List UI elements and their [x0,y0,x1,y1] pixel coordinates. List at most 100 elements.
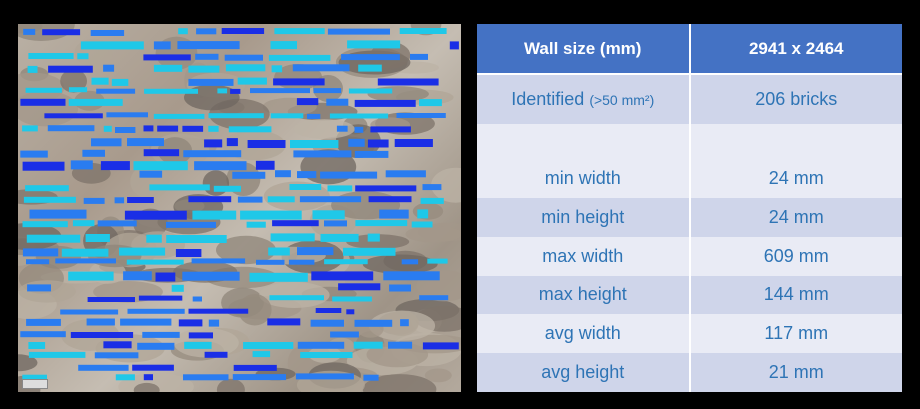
brick-box [86,318,115,326]
table-row: max width 609 mm [477,236,902,276]
brick-box [213,185,241,192]
brick-box [72,220,95,227]
brick-box [394,139,433,147]
brick-box [28,351,86,358]
brick-box [396,113,446,118]
row-value: 24 mm [689,159,902,198]
brick-box [354,99,416,107]
stone [174,199,205,213]
brick-box [23,28,36,35]
header-value: 2941 x 2464 [689,24,902,76]
brick-box [115,374,135,381]
brick-box [329,113,389,119]
brick-box [103,341,132,349]
brick-box [204,139,223,148]
brick-box [296,98,319,106]
brick-box [132,364,174,371]
brick-box [204,351,228,358]
brick-box [401,259,419,265]
brick-box [240,210,302,220]
stone [60,69,87,93]
brick-box [70,332,134,338]
stone [259,282,330,308]
brick-box [100,161,130,171]
brick-box [268,54,331,61]
brick-box [78,364,129,371]
brick-box [330,331,359,338]
brick-box [247,140,286,148]
brick-box [114,197,125,204]
brick-box [293,150,352,158]
brick-box [290,140,339,148]
brick-box [346,309,355,315]
brick-box [348,138,365,147]
brick-box [274,28,325,35]
brick-box [91,77,109,85]
stone [216,235,276,265]
brick-box [295,373,354,380]
brick-box [367,139,389,148]
row-label: min height [477,198,691,237]
brick-box [289,184,322,190]
brick-box [449,41,459,50]
brick-box [68,271,114,281]
brick-box [221,28,265,34]
brick-box [270,41,297,50]
row-label: min width [477,159,691,198]
brick-box [127,308,185,314]
brick-box [299,196,362,203]
brick-box [292,64,350,72]
brick-box [44,113,103,119]
brick-box [267,196,295,203]
brick-box [232,374,286,381]
brick-box [228,126,272,133]
brick-box [68,87,88,93]
brick-box [123,271,152,281]
brick-box [27,284,51,292]
brick-box [320,233,359,242]
brick-box [153,41,171,50]
brick-box [178,28,188,35]
brick-box [22,248,59,257]
brick-box [226,138,238,147]
brick-box [377,78,439,86]
table-row: avg height 21 mm [477,353,902,392]
brick-box [149,184,210,191]
brick-box [70,160,93,170]
brick-box [385,170,426,178]
wall-photo [18,24,461,392]
brick-box [389,284,411,292]
brick-box [383,271,440,281]
brick-box [188,65,220,73]
stone [293,119,355,139]
brick-box [91,138,122,147]
brick-box [119,247,166,256]
brick-box [338,283,381,291]
brick-box [144,88,198,94]
brick-box [270,233,315,242]
brick-box [20,98,66,106]
brick-box [297,247,334,256]
stone [362,254,438,274]
brick-box [106,112,148,118]
table-row: max height 144 mm [477,275,902,315]
brick-box [143,54,191,61]
brick-box [55,258,116,264]
brick-box [68,98,123,106]
brick-box [336,125,348,132]
stone [346,234,410,250]
brick-box [327,185,353,192]
brick-box [153,64,183,72]
brick-detection-overlay [18,24,461,392]
brick-box [417,209,429,219]
stone [424,368,452,383]
brick-box [422,184,442,191]
brick-box [97,220,137,227]
brick-box [22,221,68,228]
brick-box [224,54,263,61]
brick-box [255,160,275,170]
stone [238,294,272,326]
brick-box [243,342,294,349]
row-value: 609 mm [689,236,902,276]
brick-box [400,319,409,327]
